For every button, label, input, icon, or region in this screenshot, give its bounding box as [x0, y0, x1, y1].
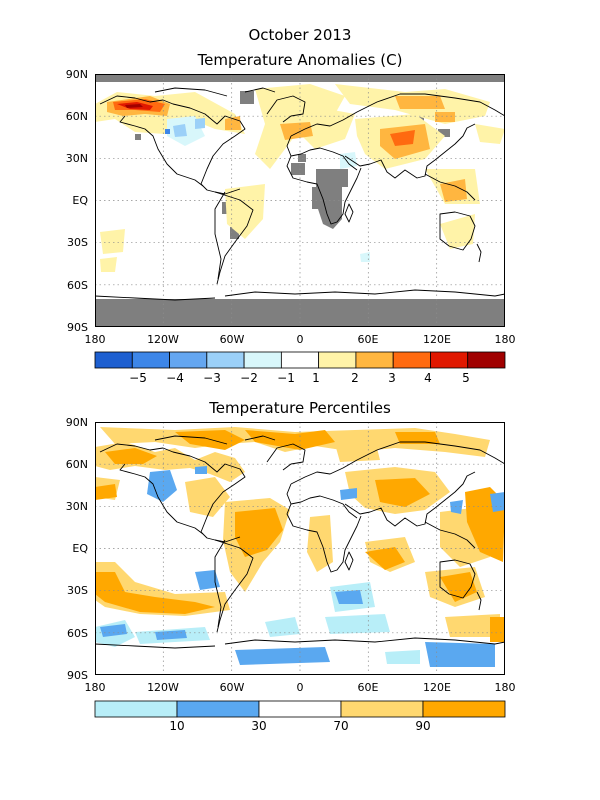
lat-label: 90S	[67, 669, 88, 682]
colorbar-label: 4	[424, 371, 432, 385]
lon-label: 120W	[147, 681, 179, 694]
colorbar-label: 30	[251, 719, 266, 733]
warm-anomaly-layer	[95, 84, 505, 272]
map-frame	[95, 74, 505, 327]
colorbar-label: −4	[166, 371, 184, 385]
lon-label: 120E	[423, 333, 451, 346]
lat-label: 60S	[67, 279, 88, 292]
colorbar-swatch	[280, 351, 320, 369]
lon-label: 180	[495, 333, 516, 346]
coastlines	[95, 87, 505, 301]
lon-label: 180	[85, 681, 106, 694]
colorbar-label: 90	[415, 719, 430, 733]
anomaly-lon-axis: 180 120W 60W 0 60E 120E 180	[85, 333, 516, 346]
colorbar-swatch	[206, 351, 245, 369]
lat-label: 30N	[66, 500, 88, 513]
colorbar-swatch	[94, 351, 133, 369]
lat-label: 60N	[66, 458, 88, 471]
colorbar-label: 5	[462, 371, 470, 385]
colorbar-swatch	[318, 351, 357, 369]
percentile-panel-title: Temperature Percentiles	[208, 399, 391, 417]
colorbar-swatch	[94, 700, 178, 718]
lat-label: 30S	[67, 236, 88, 249]
colorbar-swatch	[340, 700, 424, 718]
colorbar-label: 2	[351, 371, 359, 385]
lon-label: 0	[297, 681, 304, 694]
anomaly-panel: Temperature Anomalies (C)	[66, 51, 516, 385]
lon-label: 120W	[147, 333, 179, 346]
colorbar-label: 10	[169, 719, 184, 733]
lat-label: 90N	[66, 68, 88, 81]
colorbar-swatch	[392, 351, 431, 369]
colorbar-swatch	[258, 700, 342, 718]
colorbar-swatch	[467, 351, 506, 369]
lon-label: 60E	[358, 333, 379, 346]
colorbar-label: −3	[203, 371, 221, 385]
colorbar-label: 1	[312, 371, 320, 385]
percentile-lon-axis: 180 120W 60W 0 60E 120E 180	[85, 681, 516, 694]
percentile-map	[95, 422, 505, 675]
lon-label: 60W	[220, 333, 245, 346]
cool-anomaly-layer	[165, 116, 370, 262]
lon-label: 120E	[423, 681, 451, 694]
anomaly-colorbar-labels: −5 −4 −3 −2 −1 1 2 3 4 5	[129, 371, 470, 385]
anomaly-lat-axis: 90N 60N 30N EQ 30S 60S 90S	[66, 68, 89, 334]
figure-title: October 2013	[249, 26, 352, 44]
lon-label: 60W	[220, 681, 245, 694]
colorbar-swatch	[430, 351, 469, 369]
lat-label: 60S	[67, 627, 88, 640]
lat-label: 60N	[66, 110, 88, 123]
colorbar-swatch	[131, 351, 170, 369]
lat-label: EQ	[72, 542, 88, 555]
colorbar-label: 70	[333, 719, 348, 733]
percentile-colorbar-labels: 10 30 70 90	[169, 719, 430, 733]
anomaly-panel-title: Temperature Anomalies (C)	[197, 51, 403, 69]
colorbar-label: −5	[129, 371, 147, 385]
lon-label: 0	[297, 333, 304, 346]
colorbar-label: 3	[388, 371, 396, 385]
map-frame	[95, 422, 505, 675]
colorbar-swatch	[355, 351, 394, 369]
cool-percentile-layer	[95, 466, 505, 667]
lon-label: 180	[495, 681, 516, 694]
anomaly-colorbar	[94, 351, 506, 369]
lat-label: 90S	[67, 321, 88, 334]
colorbar-swatch	[422, 700, 506, 718]
colorbar-label: −1	[277, 371, 295, 385]
coastlines	[95, 435, 505, 649]
lat-label: 30N	[66, 152, 88, 165]
colorbar-label: −2	[240, 371, 258, 385]
percentile-colorbar	[94, 700, 506, 718]
lat-label: 90N	[66, 416, 88, 429]
warm-percentile-layer	[95, 427, 505, 642]
anomaly-map	[95, 74, 505, 327]
colorbar-swatch	[176, 700, 260, 718]
percentile-lat-axis: 90N 60N 30N EQ 30S 60S 90S	[66, 416, 89, 682]
lat-label: 30S	[67, 584, 88, 597]
colorbar-swatch	[243, 351, 282, 369]
lon-label: 180	[85, 333, 106, 346]
lon-label: 60E	[358, 681, 379, 694]
percentile-panel: Temperature Percentiles	[66, 399, 516, 733]
lat-label: EQ	[72, 194, 88, 207]
colorbar-swatch	[169, 351, 208, 369]
